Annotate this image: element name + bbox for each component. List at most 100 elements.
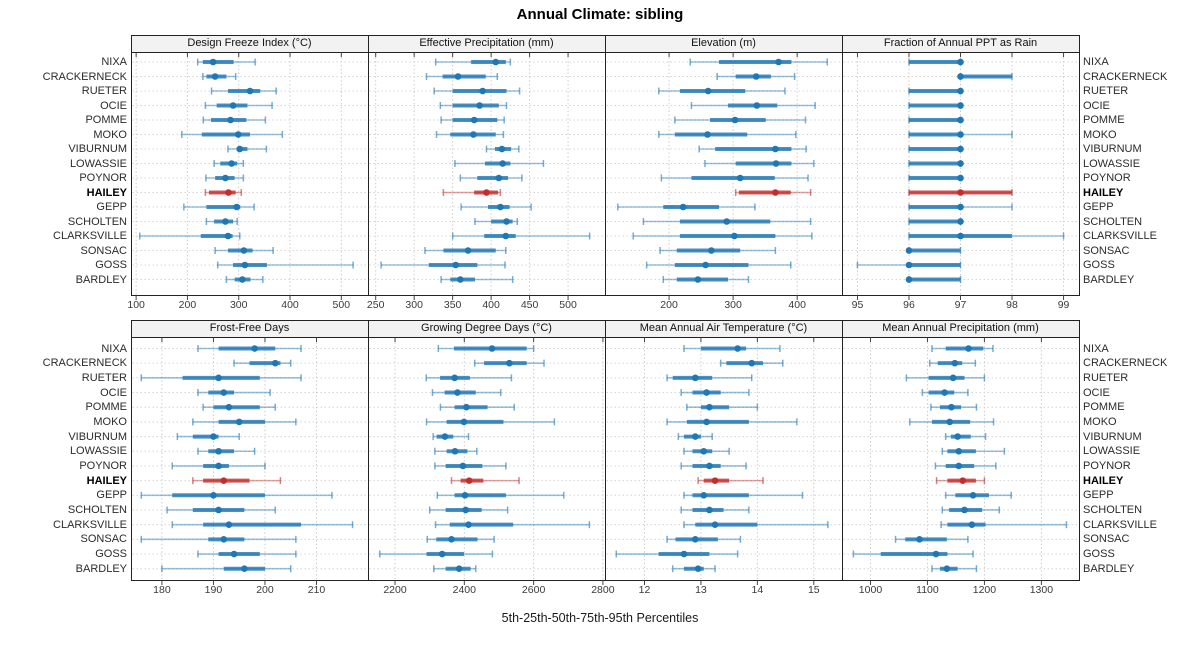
percentile-row (666, 535, 742, 543)
site-label-left: CRACKERNECK (42, 357, 127, 370)
percentile-row (852, 550, 974, 558)
chart-title: Annual Climate: sibling (516, 6, 684, 23)
percentile-row (437, 345, 535, 352)
percentile-row (214, 247, 274, 254)
percentile-row (233, 359, 292, 367)
percentile-row (908, 189, 1013, 196)
percentile-row (225, 276, 264, 283)
site-label-left: RUETER (81, 85, 127, 97)
site-label-left: MOKO (93, 415, 127, 428)
percentile-row (202, 116, 267, 124)
x-tick-label: 300 (229, 299, 248, 311)
percentile-row (659, 247, 777, 254)
percentile-row (439, 403, 515, 411)
site-label-left: VIBURNUM (68, 430, 127, 443)
percentile-row (944, 491, 1012, 499)
x-tick-label: 100 (127, 299, 145, 311)
percentile-row (425, 374, 513, 382)
panel-plot (131, 320, 369, 585)
percentile-row (680, 389, 750, 397)
percentile-row (192, 418, 297, 426)
site-label-right: LOWASSIE (1083, 445, 1141, 458)
percentile-row (908, 174, 964, 182)
percentile-row (719, 359, 784, 367)
x-tick-label: 2600 (521, 584, 546, 596)
percentile-row (615, 550, 739, 558)
site-label-right: NIXA (1083, 56, 1109, 68)
percentile-row (908, 58, 964, 66)
percentile-row (704, 160, 815, 167)
percentile-row (674, 116, 807, 124)
percentile-row (434, 462, 507, 470)
percentile-row (433, 87, 521, 95)
percentile-row (202, 403, 277, 411)
site-label-left: RUETER (81, 371, 127, 384)
percentile-row (671, 565, 716, 573)
percentile-row (424, 247, 507, 254)
x-tick-label: 300 (724, 299, 742, 311)
panel-plot (842, 35, 1080, 300)
percentile-row (683, 447, 730, 455)
site-label-right: OCIE (1083, 99, 1110, 112)
percentile-row (379, 550, 494, 558)
site-label-right: SCHOLTEN (1083, 215, 1143, 228)
percentile-row (459, 174, 523, 182)
site-label-right: MOKO (1083, 415, 1117, 428)
percentile-row (431, 389, 502, 397)
percentile-row (921, 389, 969, 397)
percentile-row (205, 174, 245, 182)
percentile-row (941, 506, 1000, 514)
percentile-row (227, 145, 268, 153)
percentile-row (905, 247, 962, 254)
site-label-right: OCIE (1083, 386, 1110, 399)
percentile-row (689, 58, 829, 66)
percentile-row (434, 58, 512, 66)
site-label-left: POYNOR (79, 172, 127, 184)
percentile-row (856, 261, 962, 269)
x-tick-label: 13 (695, 584, 707, 596)
percentile-row (734, 189, 812, 196)
percentile-row (485, 145, 520, 153)
percentile-row (683, 345, 781, 352)
site-label-right: CLARKSVILLE (1083, 230, 1157, 242)
site-label-right: VIBURNUM (1083, 143, 1142, 155)
site-label-left: CLARKSVILLE (53, 230, 127, 242)
percentile-row (944, 433, 987, 441)
percentile-row (440, 276, 514, 283)
percentile-row (941, 447, 1006, 455)
percentile-row (683, 491, 804, 499)
percentile-row (908, 102, 964, 109)
site-label-right: SONSAC (1083, 244, 1130, 257)
percentile-row (928, 359, 977, 367)
site-label-left: GOSS (95, 259, 127, 271)
site-label-left: VIBURNUM (68, 143, 127, 155)
site-label-left: MOKO (93, 128, 127, 141)
percentile-row (905, 276, 962, 283)
percentile-row (140, 491, 333, 499)
percentile-row (905, 374, 986, 382)
panel-strip-title: Mean Annual Air Temperature (°C) (639, 322, 808, 334)
panel-strip-title: Elevation (m) (691, 37, 756, 49)
percentile-row (658, 131, 797, 138)
panel-strip-title: Frost-Free Days (209, 322, 290, 334)
percentile-row (617, 203, 756, 211)
x-tick-label: 450 (520, 299, 539, 311)
site-label-right: GOSS (1083, 259, 1115, 271)
x-tick-label: 98 (1006, 299, 1018, 311)
percentile-row (434, 447, 478, 455)
x-tick-label: 2400 (452, 584, 476, 596)
panel-plot (368, 35, 606, 300)
site-label-right: RUETER (1083, 85, 1129, 97)
percentile-row (197, 345, 302, 352)
percentile-row (680, 462, 747, 470)
percentile-row (716, 73, 796, 80)
percentile-row (940, 521, 1068, 529)
percentile-row (140, 535, 297, 543)
x-tick-label: 99 (1057, 299, 1070, 311)
x-tick-label: 250 (366, 299, 385, 311)
site-label-right: CLARKSVILLE (1083, 518, 1157, 531)
percentile-row (935, 477, 986, 485)
percentile-row (686, 403, 759, 411)
percentile-row (197, 447, 256, 455)
